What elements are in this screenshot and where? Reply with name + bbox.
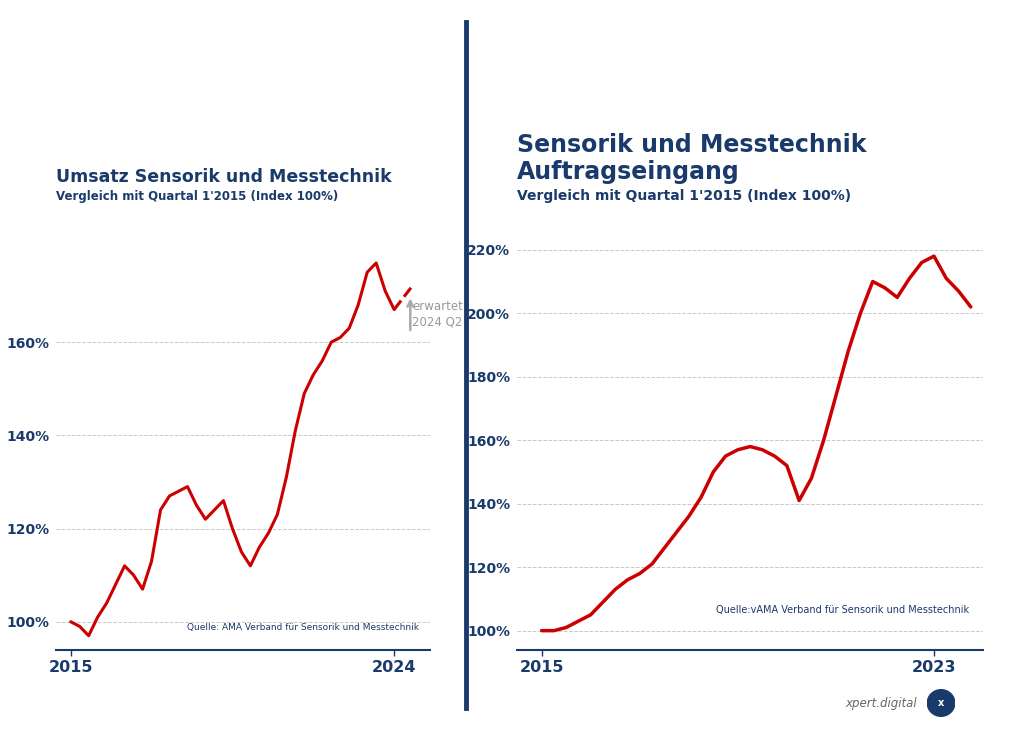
Text: Umsatz Sensorik und Messtechnik: Umsatz Sensorik und Messtechnik: [56, 168, 392, 186]
Circle shape: [928, 690, 954, 716]
Text: Vergleich mit Quartal 1'2015 (Index 100%): Vergleich mit Quartal 1'2015 (Index 100%…: [517, 189, 851, 203]
Text: Vergleich mit Quartal 1'2015 (Index 100%): Vergleich mit Quartal 1'2015 (Index 100%…: [56, 190, 339, 203]
Text: erwartet
2024 Q2: erwartet 2024 Q2: [412, 300, 463, 328]
Text: x: x: [938, 698, 944, 708]
Text: Quelle: AMA Verband für Sensorik und Messtechnik: Quelle: AMA Verband für Sensorik und Mes…: [186, 623, 419, 632]
Text: Quelle:vAMA Verband für Sensorik und Messtechnik: Quelle:vAMA Verband für Sensorik und Mes…: [716, 604, 969, 615]
Text: Sensorik und Messtechnik: Sensorik und Messtechnik: [517, 133, 866, 157]
Text: Auftragseingang: Auftragseingang: [517, 160, 740, 184]
Text: xpert.digital: xpert.digital: [845, 696, 916, 710]
